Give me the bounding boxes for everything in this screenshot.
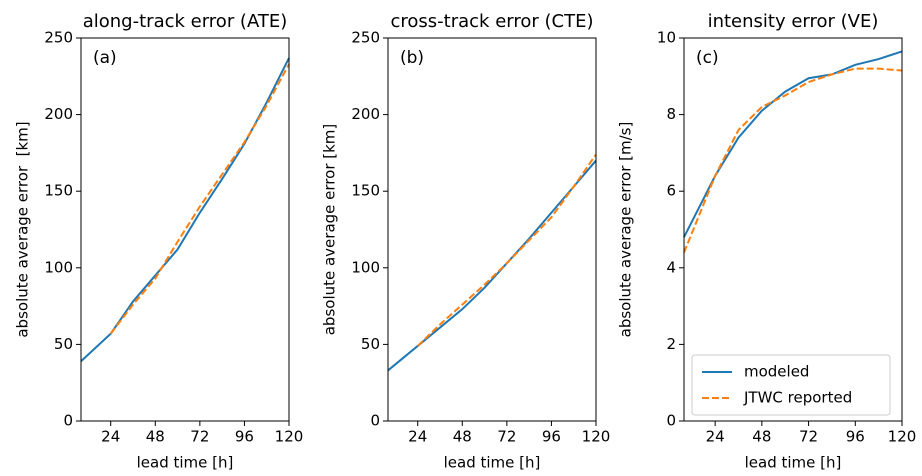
x-tick-label: 120	[582, 428, 611, 446]
x-tick-label: 48	[752, 428, 771, 446]
y-tick-label: 150	[351, 182, 380, 200]
y-tick-label: 2	[666, 335, 676, 353]
x-axis-label: lead time [h]	[745, 454, 842, 472]
legend-box	[691, 354, 891, 416]
line	[683, 50, 903, 238]
x-tick-label: 48	[146, 428, 165, 446]
y-tick-label: 250	[44, 29, 73, 47]
panel: 0 50 100 150 200 250 24 48 72 96 120 cross-track er…	[321, 11, 611, 472]
line	[417, 153, 597, 347]
line	[683, 67, 903, 253]
x-tick-label: 72	[497, 428, 516, 446]
x-tick-label: 48	[453, 428, 472, 446]
y-tick-label: 200	[44, 105, 73, 123]
x-tick-label: 120	[888, 428, 917, 446]
x-tick-label: 96	[542, 428, 561, 446]
y-tick-label: 6	[666, 182, 676, 200]
y-tick-label: 50	[361, 335, 380, 353]
legend-label: JTWC reported	[743, 389, 852, 407]
axes-frame	[80, 37, 290, 422]
x-tick-label: 96	[846, 428, 865, 446]
panel: 0 50 100 150 200 250 24 48 72 96 120 along-track er…	[14, 11, 304, 472]
panel-label: (b)	[400, 48, 424, 68]
y-axis-label: absolute average error [m/s]	[617, 122, 635, 338]
axes-frame	[683, 37, 903, 422]
panel-label: (c)	[696, 48, 719, 68]
x-tick-label: 24	[706, 428, 725, 446]
chart-title: along-track error (ATE)	[83, 11, 288, 32]
y-tick-label: 0	[63, 412, 73, 430]
x-tick-label: 96	[235, 428, 254, 446]
x-tick-label: 24	[101, 428, 120, 446]
x-axis-label: lead time [h]	[444, 454, 541, 472]
x-tick-label: 72	[190, 428, 209, 446]
y-tick-label: 0	[666, 412, 676, 430]
y-tick-label: 8	[666, 105, 676, 123]
legend-label: modeled	[744, 363, 809, 381]
y-tick-label: 100	[44, 258, 73, 276]
chart-title: intensity error (VE)	[708, 11, 879, 32]
line	[80, 57, 290, 362]
chart-title: cross-track error (CTE)	[391, 11, 594, 32]
x-tick-label: 120	[275, 428, 304, 446]
axes-frame	[387, 37, 597, 422]
y-tick-label: 100	[351, 258, 380, 276]
y-tick-label: 150	[44, 182, 73, 200]
y-tick-label: 4	[666, 258, 676, 276]
x-tick-label: 72	[799, 428, 818, 446]
x-tick-label: 24	[408, 428, 427, 446]
line	[109, 63, 290, 335]
y-axis-label: absolute average error [km]	[321, 124, 339, 336]
panel-label: (a)	[93, 48, 117, 68]
x-axis-label: lead time [h]	[137, 454, 234, 472]
y-tick-label: 50	[54, 335, 73, 353]
y-axis-label: absolute average error [km]	[14, 121, 32, 337]
y-tick-label: 0	[370, 412, 380, 430]
y-tick-label: 250	[351, 29, 380, 47]
line	[387, 159, 597, 372]
y-tick-label: 200	[351, 105, 380, 123]
y-tick-label: 10	[657, 29, 676, 47]
